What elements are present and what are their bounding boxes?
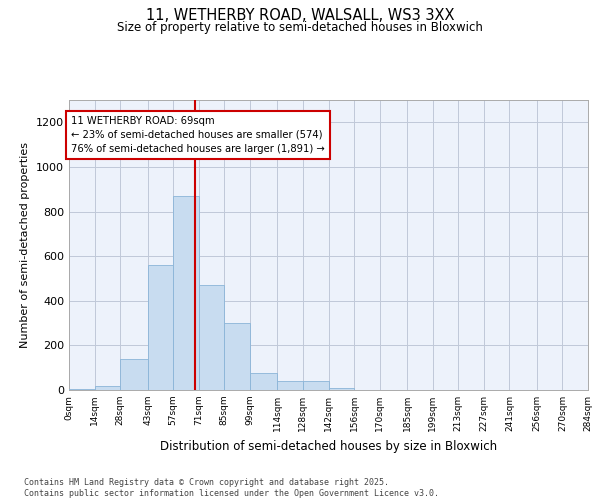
Text: 11, WETHERBY ROAD, WALSALL, WS3 3XX: 11, WETHERBY ROAD, WALSALL, WS3 3XX [146,8,454,22]
Y-axis label: Number of semi-detached properties: Number of semi-detached properties [20,142,31,348]
Bar [173,196,199,390]
Bar [224,323,250,390]
Bar [95,386,120,390]
Bar [199,285,224,390]
Bar [120,359,148,390]
Bar [303,381,329,390]
Bar [148,265,173,390]
Text: Contains HM Land Registry data © Crown copyright and database right 2025.
Contai: Contains HM Land Registry data © Crown c… [24,478,439,498]
Bar [69,389,95,390]
Text: 11 WETHERBY ROAD: 69sqm
← 23% of semi-detached houses are smaller (574)
76% of s: 11 WETHERBY ROAD: 69sqm ← 23% of semi-de… [71,116,325,154]
Text: Size of property relative to semi-detached houses in Bloxwich: Size of property relative to semi-detach… [117,21,483,34]
X-axis label: Distribution of semi-detached houses by size in Bloxwich: Distribution of semi-detached houses by … [160,440,497,452]
Bar [277,381,303,390]
Bar [250,374,277,390]
Bar [329,388,354,390]
